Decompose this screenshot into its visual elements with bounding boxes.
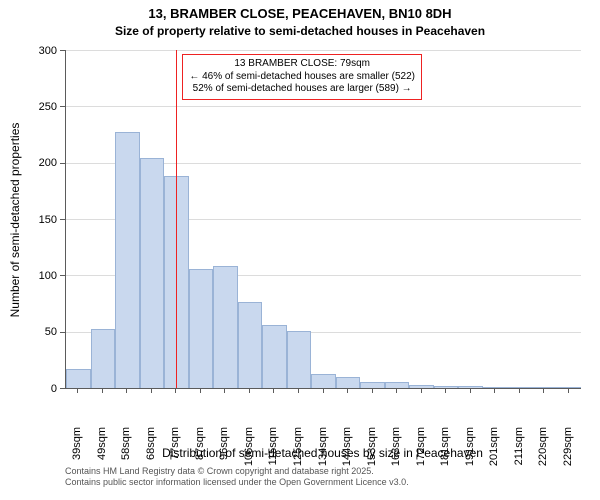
x-tick-label: 220sqm: [537, 427, 549, 477]
x-tick-mark: [77, 388, 78, 393]
attribution-line1: Contains HM Land Registry data © Crown c…: [65, 466, 409, 477]
x-tick-mark: [298, 388, 299, 393]
grid-line: [66, 106, 581, 107]
histogram-bar: [287, 331, 312, 388]
x-tick-mark: [421, 388, 422, 393]
y-tick-label: 150: [27, 214, 57, 226]
x-tick-label: 211sqm: [513, 427, 525, 477]
chart-title-line1: 13, BRAMBER CLOSE, PEACEHAVEN, BN10 8DH: [0, 6, 600, 21]
annotation-line3: 52% of semi-detached houses are larger (…: [189, 83, 415, 96]
x-tick-mark: [200, 388, 201, 393]
y-tick-label: 250: [27, 101, 57, 113]
histogram-bar: [91, 329, 116, 388]
annotation-line1: 13 BRAMBER CLOSE: 79sqm: [189, 58, 415, 71]
x-tick-mark: [102, 388, 103, 393]
x-tick-mark: [249, 388, 250, 393]
y-tick-mark: [60, 50, 65, 51]
attribution-line2: Contains public sector information licen…: [65, 477, 409, 488]
x-tick-mark: [273, 388, 274, 393]
x-tick-label: 115sqm: [267, 427, 279, 477]
y-tick-mark: [60, 106, 65, 107]
x-tick-mark: [347, 388, 348, 393]
x-tick-label: 181sqm: [439, 427, 451, 477]
x-tick-mark: [494, 388, 495, 393]
y-tick-mark: [60, 275, 65, 276]
x-tick-label: 58sqm: [120, 427, 132, 477]
x-tick-mark: [175, 388, 176, 393]
x-tick-label: 39sqm: [71, 427, 83, 477]
plot-area: 13 BRAMBER CLOSE: 79sqm← 46% of semi-det…: [65, 50, 581, 389]
annotation-box: 13 BRAMBER CLOSE: 79sqm← 46% of semi-det…: [182, 54, 422, 100]
y-tick-mark: [60, 219, 65, 220]
property-marker-line: [176, 50, 177, 388]
histogram-bar: [140, 158, 165, 388]
x-tick-mark: [126, 388, 127, 393]
y-tick-label: 300: [27, 45, 57, 57]
x-tick-label: 201sqm: [488, 427, 500, 477]
x-tick-label: 106sqm: [243, 427, 255, 477]
chart-container: { "title_line1": "13, BRAMBER CLOSE, PEA…: [0, 0, 600, 500]
x-tick-label: 77sqm: [169, 427, 181, 477]
histogram-bar: [262, 325, 287, 388]
x-tick-label: 163sqm: [390, 427, 402, 477]
x-tick-mark: [568, 388, 569, 393]
x-tick-mark: [396, 388, 397, 393]
x-tick-mark: [445, 388, 446, 393]
y-tick-mark: [60, 332, 65, 333]
x-tick-mark: [224, 388, 225, 393]
x-tick-label: 134sqm: [317, 427, 329, 477]
y-tick-label: 200: [27, 157, 57, 169]
histogram-bar: [115, 132, 140, 388]
chart-title-line2: Size of property relative to semi-detach…: [0, 24, 600, 38]
y-tick-mark: [60, 388, 65, 389]
x-tick-label: 153sqm: [366, 427, 378, 477]
x-tick-mark: [543, 388, 544, 393]
x-tick-mark: [519, 388, 520, 393]
histogram-bar: [336, 377, 361, 388]
histogram-bar: [213, 266, 238, 388]
x-tick-label: 144sqm: [341, 427, 353, 477]
y-tick-mark: [60, 163, 65, 164]
x-tick-label: 87sqm: [194, 427, 206, 477]
grid-line: [66, 50, 581, 51]
x-tick-label: 49sqm: [96, 427, 108, 477]
x-tick-mark: [323, 388, 324, 393]
histogram-bar: [238, 302, 263, 388]
histogram-bar: [66, 369, 91, 388]
x-tick-label: 125sqm: [292, 427, 304, 477]
x-tick-mark: [470, 388, 471, 393]
x-tick-label: 172sqm: [415, 427, 427, 477]
x-tick-label: 229sqm: [562, 427, 574, 477]
y-tick-label: 0: [27, 383, 57, 395]
y-tick-label: 100: [27, 270, 57, 282]
attribution-text: Contains HM Land Registry data © Crown c…: [65, 466, 409, 489]
histogram-bar: [189, 269, 214, 388]
annotation-line2: ← 46% of semi-detached houses are smalle…: [189, 71, 415, 84]
x-tick-mark: [372, 388, 373, 393]
y-tick-label: 50: [27, 326, 57, 338]
histogram-bar: [311, 374, 336, 388]
x-tick-label: 96sqm: [218, 427, 230, 477]
y-axis-label: Number of semi-detached properties: [8, 51, 22, 389]
x-tick-label: 68sqm: [145, 427, 157, 477]
x-tick-label: 191sqm: [464, 427, 476, 477]
x-tick-mark: [151, 388, 152, 393]
